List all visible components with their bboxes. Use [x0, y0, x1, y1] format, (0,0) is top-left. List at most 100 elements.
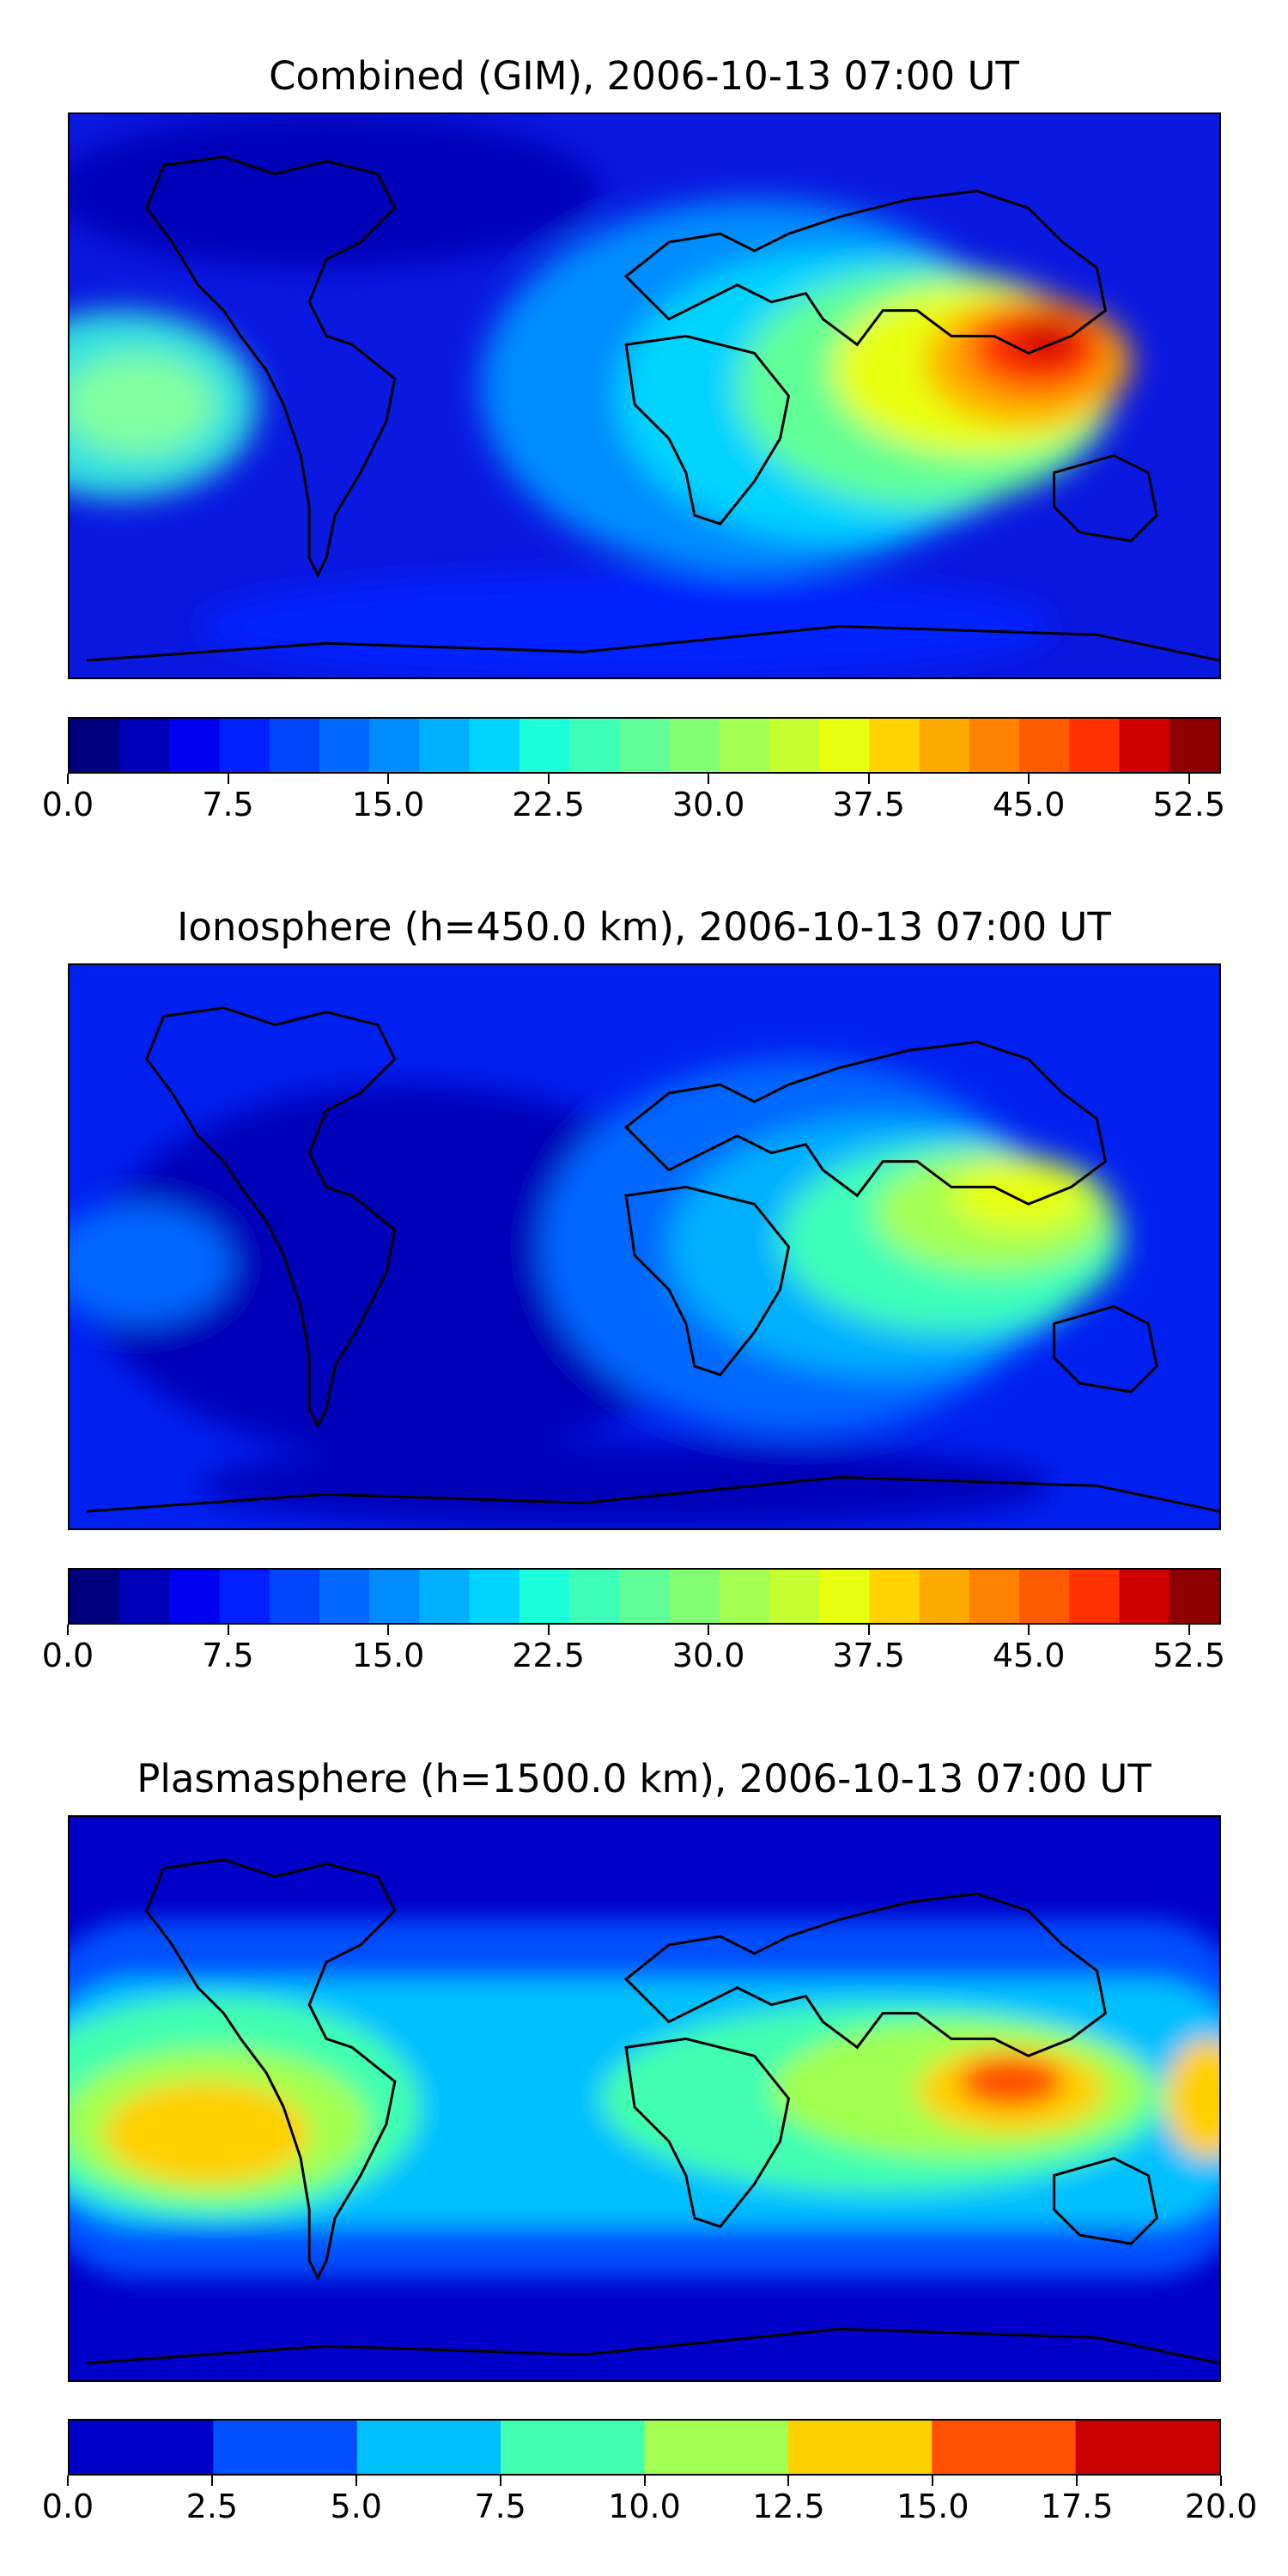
map-combined: [68, 112, 1221, 679]
colorbar-swatch: [419, 719, 471, 772]
tec-map-plasmasphere: [70, 1817, 1219, 2380]
colorbar-combined: [68, 717, 1221, 774]
colorbar-tick-label: 15.0: [351, 786, 425, 823]
colorbar-tick-label: 7.5: [202, 1637, 254, 1674]
colorbar-tick: [355, 2476, 357, 2486]
colorbar-tick-label: 22.5: [512, 1637, 585, 1674]
colorbar-tick-label: 45.0: [992, 786, 1066, 823]
colorbar-swatch: [1019, 1570, 1070, 1623]
colorbar-tick: [1188, 1625, 1190, 1635]
colorbar-swatch: [787, 2421, 933, 2474]
colorbar-tick: [867, 1625, 870, 1635]
colorbar-tick: [227, 1625, 229, 1635]
colorbar-tick-label: 52.5: [1152, 1637, 1225, 1674]
colorbar-tick-label: 37.5: [832, 1637, 905, 1674]
colorbar-swatch: [769, 1570, 820, 1623]
colorbar-swatch: [319, 719, 370, 772]
colorbar-swatch: [1169, 1570, 1219, 1623]
colorbar-tick: [708, 774, 710, 784]
colorbar-tick: [210, 2476, 213, 2486]
colorbar-swatch: [1069, 1570, 1121, 1623]
colorbar-swatch: [969, 1570, 1020, 1623]
colorbar-swatch: [269, 1570, 320, 1623]
colorbar-tick-label: 17.5: [1040, 2488, 1114, 2525]
colorbar-swatch: [1119, 1570, 1170, 1623]
colorbar-tick-label: 7.5: [202, 786, 254, 823]
colorbar-swatch: [519, 1570, 570, 1623]
colorbar-swatch: [969, 719, 1020, 772]
colorbar-swatch: [1019, 719, 1070, 772]
colorbar-swatch: [169, 719, 221, 772]
colorbar-swatch: [669, 1570, 720, 1623]
colorbar-tick: [547, 774, 550, 784]
colorbar-ionosphere: [68, 1568, 1221, 1625]
colorbar-swatch: [669, 719, 720, 772]
colorbar-tick: [387, 1625, 390, 1635]
colorbar-swatch: [869, 1570, 920, 1623]
tec-map-ionosphere: [70, 965, 1219, 1528]
colorbar-swatch: [419, 1570, 471, 1623]
colorbar-swatch: [932, 2421, 1077, 2474]
colorbar-swatch: [619, 1570, 671, 1623]
colorbar-swatch: [469, 1570, 520, 1623]
colorbar-tick: [387, 774, 390, 784]
map-plasmasphere: [68, 1815, 1221, 2382]
colorbar-swatch: [644, 2421, 789, 2474]
colorbar-tick: [67, 774, 69, 784]
colorbar-tick-label: 30.0: [671, 1637, 745, 1674]
colorbar-swatch: [619, 719, 671, 772]
colorbar-tick-label: 0.0: [41, 2488, 94, 2525]
colorbar-tick: [1220, 2476, 1222, 2486]
colorbar-swatch: [869, 719, 920, 772]
panel-title-plasmasphere: Plasmasphere (h=1500.0 km), 2006-10-13 0…: [137, 1756, 1151, 1801]
colorbar-tick: [1188, 774, 1190, 784]
colorbar-tick: [643, 2476, 646, 2486]
colorbar-tick-label: 0.0: [41, 1637, 94, 1674]
colorbar-tick-label: 22.5: [512, 786, 585, 823]
colorbar-tick-label: 0.0: [41, 786, 94, 823]
colorbar-swatch: [219, 719, 270, 772]
colorbar-swatch: [269, 719, 320, 772]
colorbar-swatch: [719, 1570, 770, 1623]
colorbar-swatch: [919, 719, 970, 772]
colorbar-swatch: [569, 1570, 620, 1623]
colorbar-tick-label: 52.5: [1152, 786, 1225, 823]
colorbar-swatch: [1119, 719, 1170, 772]
colorbar-tick-label: 15.0: [351, 1637, 425, 1674]
colorbar-swatch: [369, 1570, 421, 1623]
colorbar-swatch: [356, 2421, 501, 2474]
colorbar-tick-label: 12.5: [752, 2488, 825, 2525]
colorbar-tick: [1028, 774, 1030, 784]
colorbar-swatch: [919, 1570, 970, 1623]
colorbar-swatch: [70, 2421, 214, 2474]
colorbar-tick-label: 20.0: [1184, 2488, 1258, 2525]
panel-title-ionosphere: Ionosphere (h=450.0 km), 2006-10-13 07:0…: [177, 904, 1111, 950]
colorbar-tick: [547, 1625, 550, 1635]
colorbar-swatch: [819, 719, 871, 772]
colorbar-tick: [67, 1625, 69, 1635]
colorbar-tick: [932, 2476, 934, 2486]
colorbar-swatch: [1169, 719, 1219, 772]
colorbar-tick-label: 45.0: [992, 1637, 1066, 1674]
colorbar-plasmasphere: [68, 2419, 1221, 2476]
colorbar-tick-label: 30.0: [671, 786, 745, 823]
colorbar-swatch: [819, 1570, 871, 1623]
colorbar-swatch: [519, 719, 570, 772]
colorbar-tick: [708, 1625, 710, 1635]
coastlines: [86, 155, 1219, 662]
coastlines: [86, 1858, 1219, 2365]
colorbar-tick-label: 7.5: [474, 2488, 526, 2525]
tec-map-combined: [70, 114, 1219, 677]
colorbar-tick-label: 5.0: [330, 2488, 382, 2525]
colorbar-tick: [499, 2476, 501, 2486]
colorbar-swatch: [70, 719, 120, 772]
colorbar-tick: [787, 2476, 790, 2486]
colorbar-tick: [867, 774, 870, 784]
colorbar-swatch: [769, 719, 820, 772]
colorbar-swatch: [70, 1570, 120, 1623]
colorbar-swatch: [169, 1570, 221, 1623]
colorbar-swatch: [1075, 2421, 1219, 2474]
coastlines: [86, 1006, 1219, 1513]
colorbar-tick: [1076, 2476, 1078, 2486]
colorbar-swatch: [569, 719, 620, 772]
